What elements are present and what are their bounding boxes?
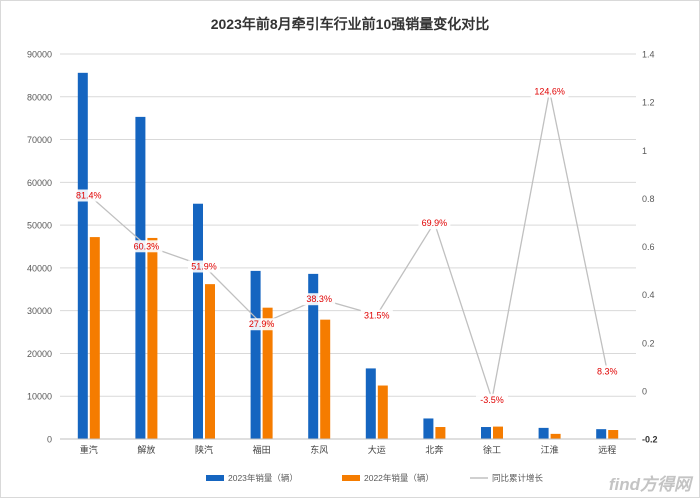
growth-label: 124.6% <box>534 87 565 97</box>
y-right-tick-label: -0.2 <box>642 435 658 445</box>
bar-2022 <box>435 427 446 439</box>
legend-label: 2022年销量（辆） <box>364 473 434 483</box>
bar-2023 <box>135 116 146 439</box>
x-tick-label: 福田 <box>253 444 271 455</box>
bar-2022 <box>147 237 158 439</box>
y-left-tick-label: 30000 <box>27 306 52 316</box>
growth-label: 8.3% <box>597 366 618 376</box>
x-tick-label: 东风 <box>310 444 328 455</box>
x-tick-label: 重汽 <box>80 444 98 455</box>
x-tick-label: 大运 <box>368 444 386 455</box>
x-tick-label: 远程 <box>598 445 616 455</box>
growth-label-bg <box>188 260 220 273</box>
bar-2023 <box>193 203 203 439</box>
growth-label: 38.3% <box>306 294 332 304</box>
growth-label-bg <box>418 217 451 230</box>
y-right-tick-label: 1.4 <box>642 50 655 60</box>
bar-2022 <box>262 307 273 439</box>
legend-label: 同比累计增长 <box>492 473 544 483</box>
y-left-tick-label: 90000 <box>27 50 52 60</box>
y-right-tick-label: 1 <box>642 146 647 156</box>
growth-label-bg <box>594 365 621 378</box>
y-left-tick-label: 80000 <box>27 92 52 102</box>
y-left-tick-label: 0 <box>47 435 52 445</box>
legend-label: 2023年销量（辆） <box>228 473 298 483</box>
y-left-tick-label: 70000 <box>27 135 52 145</box>
axes: 0 10000 20000 30000 40000 50000 60000 70000 8000… <box>27 50 658 456</box>
x-tick-label: 江淮 <box>541 445 559 455</box>
y-left-tick-label: 60000 <box>27 178 52 188</box>
growth-label-bg <box>530 85 569 98</box>
bar-2023 <box>538 427 549 439</box>
bar-2023 <box>77 72 88 440</box>
bar-2022 <box>205 284 215 439</box>
y-right-tick-label: 0.8 <box>642 194 655 204</box>
legend: 2023年销量（辆） 2022年销量（辆） 同比累计增长 <box>206 473 544 483</box>
growth-label: 81.4% <box>76 191 102 201</box>
bar-2023 <box>250 270 261 439</box>
bar-2022 <box>550 433 561 439</box>
y-right-tick-label: 0.6 <box>642 242 655 252</box>
y-left-tick-label: 10000 <box>27 392 52 402</box>
growth-label-bg <box>245 318 278 331</box>
growth-label-bg <box>360 309 393 322</box>
bar-2022 <box>89 237 100 439</box>
y-left-tick-label: 20000 <box>27 349 52 359</box>
growth-label: 60.3% <box>134 241 160 251</box>
growth-line-layer <box>88 90 608 400</box>
legend-item: 2022年销量（辆） <box>342 473 434 483</box>
x-tick-label: 陕汽 <box>195 444 213 455</box>
growth-label: 27.9% <box>249 319 275 329</box>
y-right-tick-label: 0.2 <box>642 338 655 348</box>
x-tick-label: 解放 <box>137 444 155 455</box>
bar-2023 <box>423 418 434 439</box>
growth-label: 31.5% <box>364 311 390 321</box>
chart-title: 2023年前8月牵引车行业前10强销量变化对比 <box>211 16 490 32</box>
growth-label-bg <box>476 393 508 406</box>
bar-2023 <box>308 273 319 439</box>
y-right-tick-label: 0 <box>642 386 647 396</box>
bars <box>77 72 619 440</box>
legend-swatch <box>342 475 360 481</box>
legend-item: 同比累计增长 <box>470 473 544 483</box>
bar-2023 <box>481 427 491 439</box>
legend-swatch <box>206 475 224 481</box>
growth-label-bg <box>72 189 105 202</box>
bar-2022 <box>493 426 503 439</box>
y-right-tick-label: 0.4 <box>642 290 655 300</box>
legend-item: 2023年销量（辆） <box>206 473 298 483</box>
growth-label: 51.9% <box>191 261 217 271</box>
x-tick-label: 徐工 <box>483 444 501 455</box>
data-labels: 81.4% 60.3% 51.9% 27.9% 38.3% 31.5% 69.9% -3.5%… <box>72 85 621 406</box>
bar-2022 <box>608 430 619 439</box>
watermark-text: find方得网 <box>609 475 694 494</box>
growth-label-bg <box>130 240 163 253</box>
growth-label: -3.5% <box>480 395 504 405</box>
bar-2022 <box>320 319 331 439</box>
x-tick-label: 北奔 <box>425 444 443 455</box>
y-left-tick-label: 40000 <box>27 263 52 273</box>
bar-2022 <box>377 385 388 439</box>
growth-label: 69.9% <box>422 218 448 228</box>
bar-2023 <box>365 368 376 439</box>
growth-line <box>88 90 608 400</box>
y-left-tick-label: 50000 <box>27 221 52 231</box>
bar-2023 <box>596 429 607 439</box>
growth-label-bg <box>303 293 336 306</box>
y-right-tick-label: 1.2 <box>642 98 655 108</box>
watermark-logo: find方得网 <box>609 475 694 494</box>
